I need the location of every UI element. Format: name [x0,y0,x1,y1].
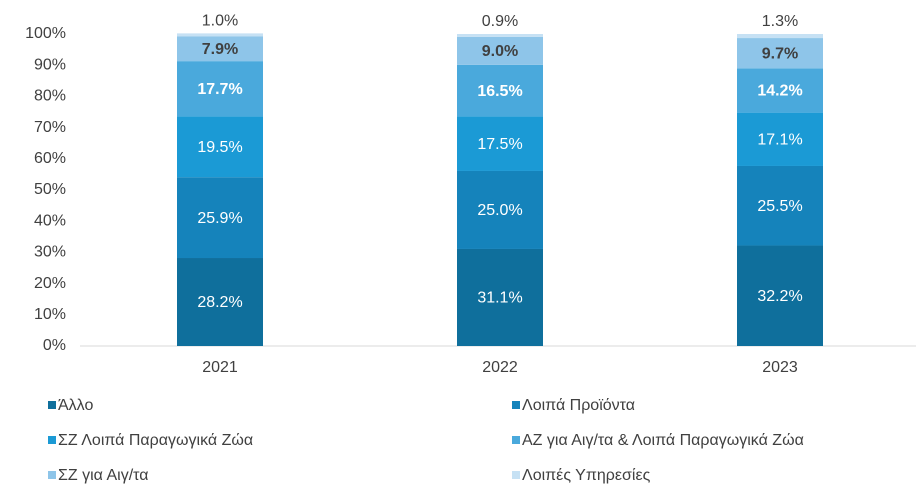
y-tick-label: 80% [34,88,66,105]
bar-segment [177,177,263,259]
bar-segment [457,34,543,37]
data-label: 0.9% [482,13,518,30]
bar-segment [457,64,543,117]
legend-swatch [48,436,56,444]
y-tick-label: 40% [34,212,66,229]
y-tick-label: 30% [34,244,66,261]
bar-segment [177,116,263,178]
legend-label: ΣΖ για Αιγ/τα [58,467,149,484]
x-tick-label: 2021 [202,359,238,376]
bar-segment [737,245,823,346]
bar-segment [177,61,263,117]
bar-segment [177,33,263,37]
legend-label: Λοιπές Υπηρεσίες [522,467,651,484]
bar-segment [457,248,543,346]
y-tick-label: 60% [34,150,66,167]
data-label: 1.0% [202,13,238,30]
bar-segment [177,258,263,346]
legend-swatch [512,436,520,444]
legend-swatch [512,401,520,409]
bar-segment [737,38,823,69]
y-tick-label: 50% [34,181,66,198]
legend-swatch [48,401,56,409]
legend-swatch [48,471,56,479]
data-label: 9.7% [762,45,798,62]
y-tick-label: 90% [34,56,66,73]
data-label: 17.7% [197,81,242,98]
data-label: 19.5% [197,139,242,156]
data-label: 16.5% [477,83,522,100]
bar-segment [457,36,543,65]
bar-segment [737,34,823,39]
data-label: 32.2% [757,288,802,305]
data-label: 7.9% [202,41,238,58]
legend-label: ΣΖ Λοιπά Παραγωγικά Ζώα [58,432,253,449]
data-label: 1.3% [762,13,798,30]
legend-label: ΑΖ για Αιγ/τα & Λοιπά Παραγωγικά Ζώα [522,432,804,449]
data-label: 25.0% [477,202,522,219]
data-label: 25.9% [197,210,242,227]
data-label: 25.5% [757,198,802,215]
y-tick-label: 70% [34,119,66,136]
bar-segment [457,116,543,171]
data-label: 17.1% [757,132,802,149]
bar-segment [737,68,823,113]
y-tick-label: 10% [34,306,66,323]
y-tick-label: 0% [43,337,66,354]
data-label: 17.5% [477,136,522,153]
data-label: 31.1% [477,290,522,307]
data-label: 9.0% [482,43,518,60]
legend-label: Άλλο [58,397,93,414]
legend-label: Λοιπά Προϊόντα [522,397,635,414]
bar-segment [737,112,823,166]
y-tick-label: 20% [34,275,66,292]
bar-segment [457,170,543,249]
data-label: 14.2% [757,83,802,100]
y-tick-label: 100% [25,25,66,42]
legend-swatch [512,471,520,479]
x-tick-label: 2022 [482,359,518,376]
x-tick-label: 2023 [762,359,798,376]
data-label: 28.2% [197,294,242,311]
bar-segment [177,36,263,62]
bar-segment [737,165,823,246]
